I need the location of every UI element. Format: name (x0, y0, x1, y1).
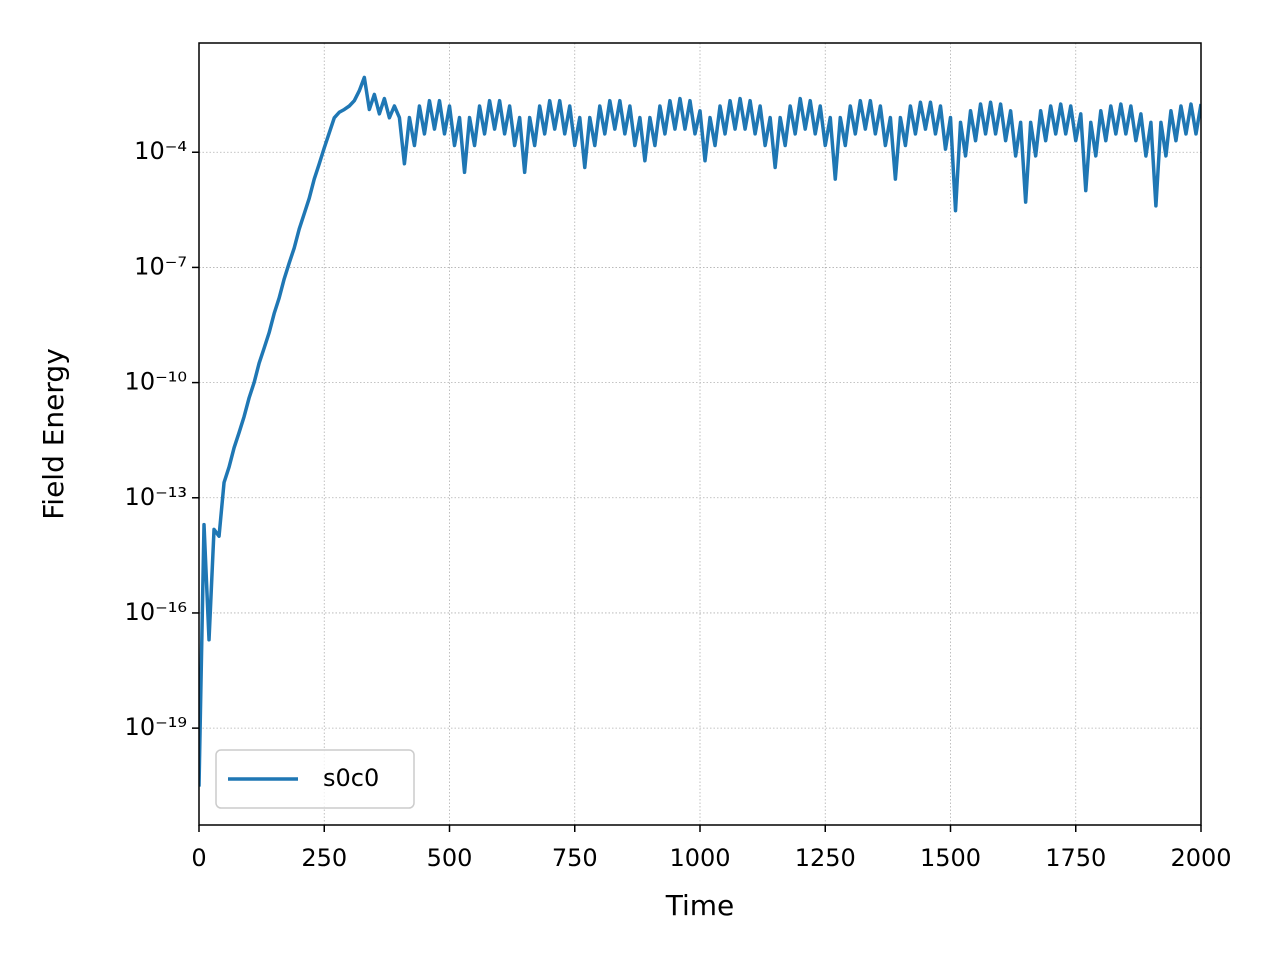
line (199, 75, 1201, 787)
y-tick-label: 10⁻⁴ (134, 137, 187, 165)
legend-box (215, 749, 415, 809)
x-tick-label: 500 (427, 844, 473, 872)
x-tick-label: 250 (301, 844, 347, 872)
y-axis-label: Field Energy (37, 348, 70, 520)
y-tick-label: 10⁻¹⁹ (125, 713, 187, 741)
y-tick-label: 10⁻¹⁶ (125, 598, 187, 626)
x-tick-label: 750 (552, 844, 598, 872)
y-tick-label: 10⁻¹⁰ (125, 368, 187, 396)
y-tick-label: 10⁻⁷ (134, 252, 187, 280)
legend-label: s0c0 (323, 764, 379, 792)
y-tick-label: 10⁻¹³ (125, 483, 187, 511)
x-tick-label: 1750 (1045, 844, 1106, 872)
x-tick-label: 1000 (669, 844, 730, 872)
plot-frame (198, 42, 1202, 826)
x-tick-label: 0 (191, 844, 206, 872)
x-tick-label: 2000 (1170, 844, 1231, 872)
x-tick-label: 1500 (920, 844, 981, 872)
x-axis-label: Time (665, 889, 735, 922)
x-tick-label: 1250 (795, 844, 856, 872)
